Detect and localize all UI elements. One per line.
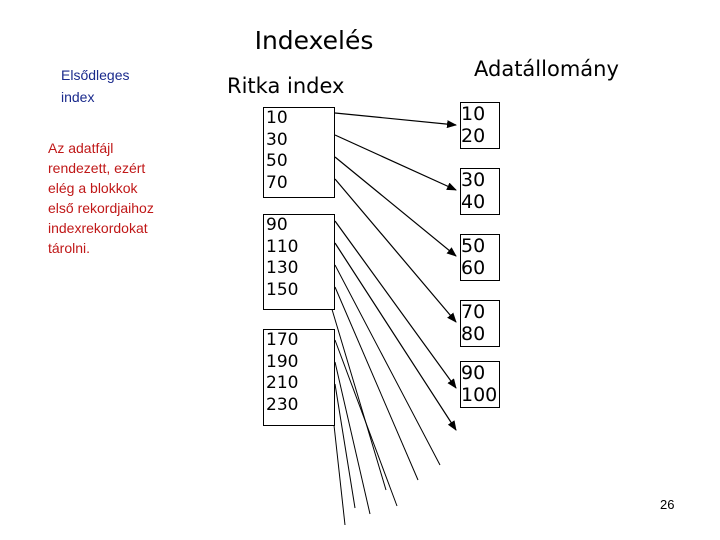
data-value: 10 — [461, 103, 486, 125]
data-value: 60 — [461, 257, 486, 279]
index-value: 90 — [266, 215, 288, 235]
index-value: 190 — [266, 351, 299, 372]
description-line: indexrekordokat — [48, 220, 148, 236]
index-value: 110 — [266, 236, 299, 257]
data-value: 70 — [461, 301, 486, 323]
data-block: 30 40 — [460, 168, 500, 215]
description-line: tárolni. — [48, 240, 91, 256]
index-value: 10 — [266, 108, 288, 128]
arrow-line — [334, 264, 441, 466]
data-file-title: Adatállomány — [474, 57, 619, 81]
index-value: 50 — [266, 151, 288, 171]
index-block: 90 110 130 150 — [263, 214, 335, 310]
index-block: 170 190 210 230 — [263, 329, 335, 426]
arrow-line — [334, 242, 457, 431]
data-value: 20 — [461, 125, 486, 147]
description-line: elég a blokkok — [48, 180, 138, 196]
arrow-line — [334, 383, 356, 509]
index-value: 150 — [266, 279, 299, 300]
primary-label-line: Elsődleges — [61, 67, 130, 83]
arrow-line — [330, 305, 387, 491]
arrow-line — [334, 361, 371, 515]
index-value: 230 — [266, 394, 299, 415]
arrow-line — [334, 134, 457, 191]
index-value: 70 — [266, 172, 288, 193]
sparse-index-title: Ritka index — [227, 74, 345, 98]
arrow-line — [334, 286, 419, 481]
data-block: 70 80 — [460, 300, 500, 347]
page-number: 26 — [660, 497, 675, 512]
description-line: Az adatfájl — [48, 140, 114, 156]
index-value: 170 — [266, 330, 299, 350]
index-value: 30 — [266, 129, 288, 150]
data-block: 50 60 — [460, 234, 500, 281]
arrow-line — [334, 339, 398, 507]
data-value: 30 — [461, 169, 486, 191]
index-value: 210 — [266, 373, 299, 393]
arrow-line — [334, 156, 457, 257]
data-block: 10 20 — [460, 102, 500, 149]
arrow-line — [334, 220, 457, 389]
arrow-line — [334, 112, 457, 129]
index-block: 10 30 50 70 — [263, 107, 335, 198]
data-value: 100 — [461, 384, 498, 406]
description-text: Az adatfájl rendezett, ezért elég a blok… — [48, 138, 198, 258]
data-value: 50 — [461, 235, 486, 257]
data-value: 80 — [461, 323, 486, 345]
index-value: 130 — [266, 258, 299, 278]
data-block: 90 100 — [460, 361, 500, 408]
primary-index-label: Elsődleges index — [61, 64, 130, 108]
primary-label-line: index — [61, 89, 95, 105]
description-line: rendezett, ezért — [48, 160, 146, 176]
arrow-line — [332, 415, 346, 526]
data-value: 90 — [461, 362, 486, 384]
description-line: első rekordjaihoz — [48, 200, 154, 216]
slide-title: Indexelés — [254, 26, 374, 55]
arrow-line — [334, 178, 457, 323]
data-value: 40 — [461, 191, 486, 213]
